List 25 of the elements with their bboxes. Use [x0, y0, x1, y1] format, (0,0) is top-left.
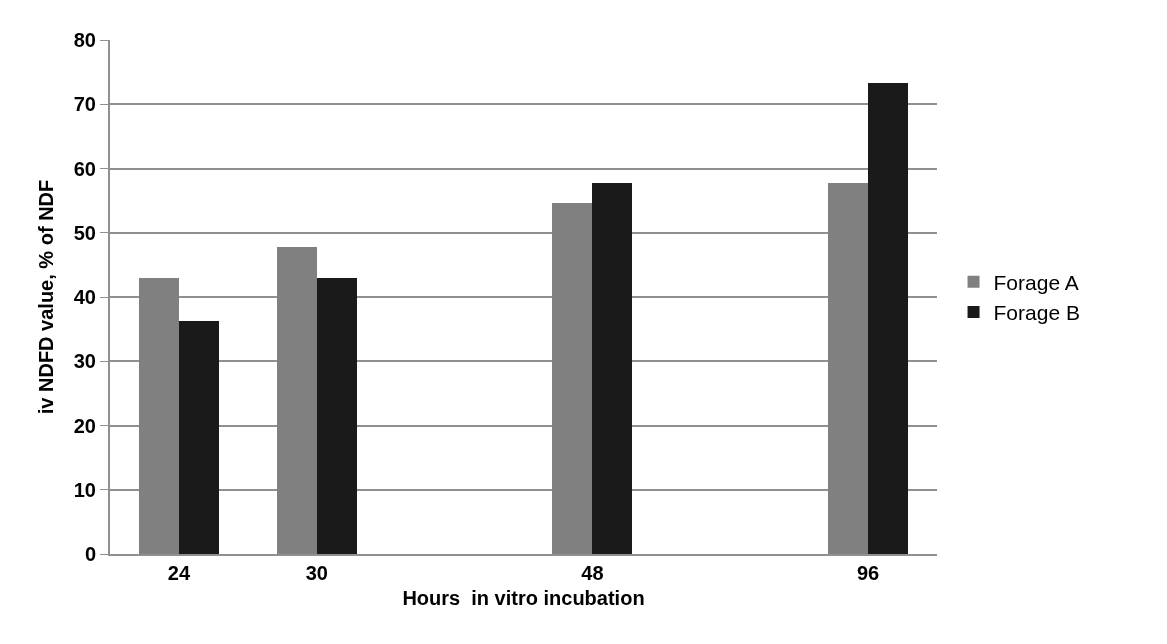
bar: [317, 278, 357, 554]
bar: [277, 247, 317, 554]
bar: [552, 203, 592, 554]
x-tick-label: 48: [581, 562, 604, 584]
y-tick-label: 80: [73, 29, 96, 51]
legend-label: Forage A: [993, 270, 1079, 294]
y-tick-label: 10: [73, 478, 96, 501]
y-tick-label: 70: [73, 93, 96, 116]
y-tick-label: 30: [73, 350, 96, 373]
bar: [179, 321, 219, 554]
bar: [592, 183, 632, 554]
y-tick-label: 50: [73, 221, 96, 244]
y-tick-label: 20: [73, 414, 96, 437]
x-tick-label: 30: [305, 562, 328, 584]
x-tick-label: 24: [167, 562, 191, 584]
x-tick-label: 96: [856, 562, 880, 584]
bar: [868, 83, 908, 554]
x-axis-title: Hours in vitro incubation: [402, 587, 645, 609]
y-axis-title: iv NDFD value, % of NDF: [34, 179, 57, 415]
legend-label: Forage B: [993, 301, 1080, 325]
bar: [828, 183, 868, 554]
bar: [139, 278, 179, 554]
y-tick-label: 40: [73, 286, 96, 308]
y-tick-label: 60: [73, 157, 96, 180]
y-tick-label: 0: [84, 543, 96, 565]
